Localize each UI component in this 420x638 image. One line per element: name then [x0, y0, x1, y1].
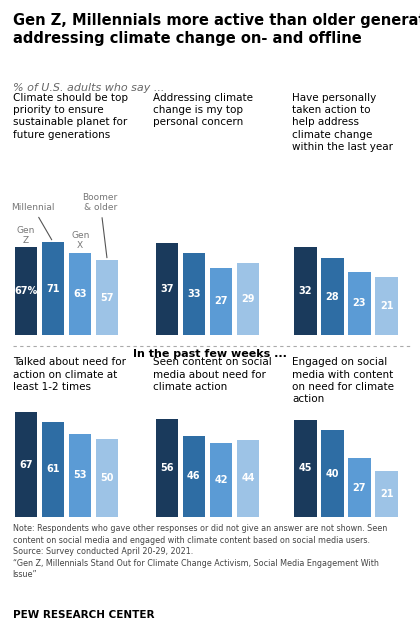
Text: Note: Respondents who gave other responses or did not give an answer are not sho: Note: Respondents who gave other respons…: [13, 524, 387, 579]
Text: 56: 56: [160, 463, 173, 473]
Text: Boomer
& older: Boomer & older: [83, 193, 118, 258]
Text: Gen
X: Gen X: [71, 232, 89, 250]
Bar: [348, 272, 371, 335]
Text: 63: 63: [74, 289, 87, 299]
Text: 71: 71: [46, 283, 60, 293]
Bar: [210, 267, 232, 335]
Text: 67%: 67%: [14, 286, 38, 296]
Text: 57: 57: [100, 293, 114, 302]
Text: Millennial: Millennial: [11, 203, 55, 240]
Text: 46: 46: [187, 471, 201, 482]
Text: PEW RESEARCH CENTER: PEW RESEARCH CENTER: [13, 610, 154, 620]
Text: 21: 21: [380, 301, 393, 311]
Text: 28: 28: [326, 292, 339, 302]
Bar: [15, 412, 37, 517]
Text: 37: 37: [160, 284, 173, 294]
Bar: [96, 439, 118, 517]
Bar: [96, 260, 118, 335]
Text: 42: 42: [214, 475, 228, 485]
Bar: [42, 422, 64, 517]
Text: 67: 67: [19, 459, 33, 470]
Text: Seen content on social
media about need for
climate action: Seen content on social media about need …: [153, 357, 272, 392]
Text: Gen Z, Millennials more active than older generations
addressing climate change : Gen Z, Millennials more active than olde…: [13, 13, 420, 46]
Text: Have personally
taken action to
help address
climate change
within the last year: Have personally taken action to help add…: [292, 93, 393, 152]
Text: 33: 33: [187, 289, 201, 299]
Text: 29: 29: [241, 293, 255, 304]
Text: 45: 45: [299, 463, 312, 473]
Bar: [183, 253, 205, 335]
Bar: [321, 431, 344, 517]
Text: 21: 21: [380, 489, 393, 499]
Bar: [183, 436, 205, 517]
Bar: [237, 440, 259, 517]
Bar: [42, 242, 64, 335]
Text: Gen
Z: Gen Z: [17, 226, 35, 245]
Bar: [375, 471, 398, 517]
Bar: [294, 420, 317, 517]
Bar: [321, 258, 344, 335]
Text: 23: 23: [353, 299, 366, 308]
Bar: [348, 459, 371, 517]
Text: 44: 44: [241, 473, 255, 483]
Text: 53: 53: [74, 470, 87, 480]
Bar: [375, 278, 398, 335]
Text: Talked about need for
action on climate at
least 1-2 times: Talked about need for action on climate …: [13, 357, 126, 392]
Bar: [69, 434, 92, 517]
Text: Addressing climate
change is my top
personal concern: Addressing climate change is my top pers…: [153, 93, 253, 128]
Text: 61: 61: [46, 464, 60, 474]
Bar: [155, 419, 178, 517]
Text: Climate should be top
priority to ensure
sustainable planet for
future generatio: Climate should be top priority to ensure…: [13, 93, 128, 140]
Text: 27: 27: [214, 296, 228, 306]
Text: 40: 40: [326, 468, 339, 478]
Bar: [237, 263, 259, 335]
Bar: [15, 248, 37, 335]
Bar: [69, 253, 92, 335]
Text: In the past few weeks ...: In the past few weeks ...: [133, 349, 287, 359]
Text: 32: 32: [299, 286, 312, 296]
Bar: [155, 242, 178, 335]
Text: 50: 50: [100, 473, 114, 483]
Text: % of U.S. adults who say ...: % of U.S. adults who say ...: [13, 83, 164, 93]
Text: 27: 27: [353, 482, 366, 493]
Bar: [294, 247, 317, 335]
Bar: [210, 443, 232, 517]
Text: Engaged on social
media with content
on need for climate
action: Engaged on social media with content on …: [292, 357, 394, 404]
